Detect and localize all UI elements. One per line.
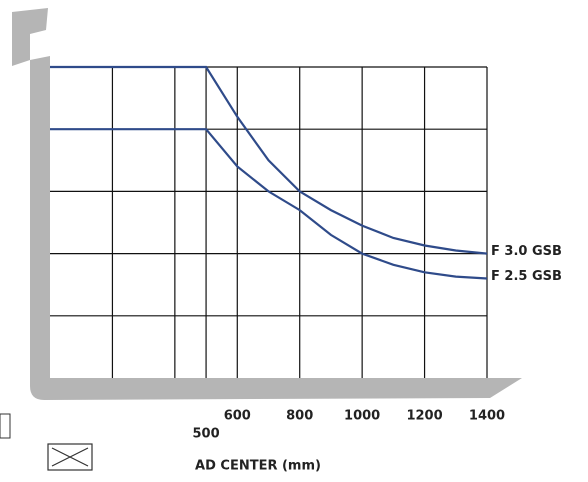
x-tick-label: 1000	[344, 409, 380, 424]
pallet-icon	[47, 443, 93, 471]
x-tick-label: 600	[224, 409, 251, 424]
series-label: F 2.5 GSB	[491, 269, 562, 284]
icon-fragment	[0, 413, 11, 439]
x-tick-label: 1200	[406, 409, 442, 424]
mast-top	[12, 8, 48, 66]
fork-silhouette	[30, 56, 522, 400]
series-label: F 3.0 GSB	[491, 244, 562, 259]
series-line	[50, 65, 488, 255]
series-line	[50, 128, 488, 280]
x-tick-label: 800	[286, 409, 313, 424]
x-tick-label: 500	[193, 427, 220, 442]
x-axis-label: AD CENTER (mm)	[195, 459, 321, 474]
x-tick-label: 1400	[469, 409, 505, 424]
